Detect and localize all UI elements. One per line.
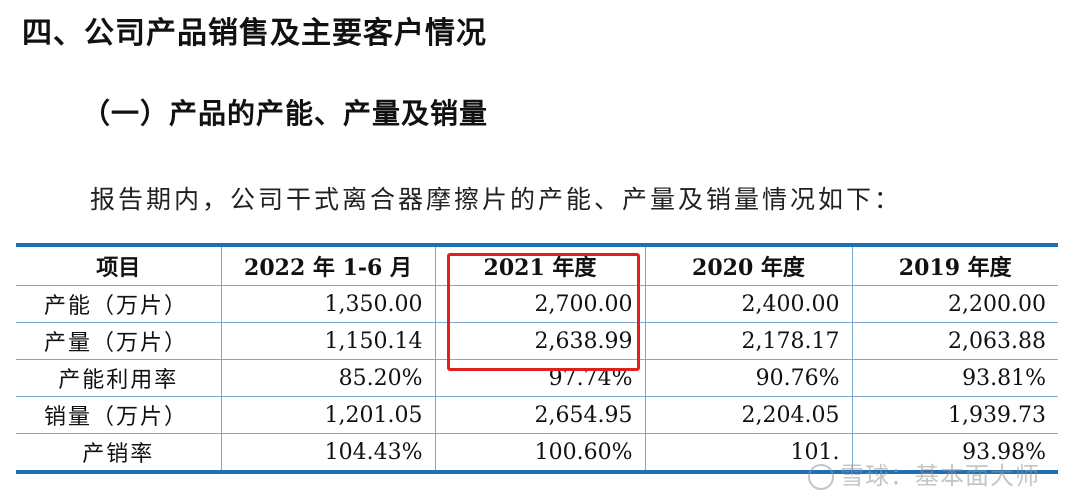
header-2022h1: 2022 年 1-6 月	[220, 247, 436, 286]
header-2019: 2019 年度	[851, 247, 1058, 286]
watermark: 雪球：基本面大师	[808, 456, 1040, 491]
table-cell: 90.76%	[644, 359, 853, 397]
section-heading: 四、公司产品销售及主要客户情况	[22, 16, 487, 51]
table-cell: 1,939.73	[851, 396, 1058, 434]
table-cell: 2,063.88	[851, 322, 1058, 360]
xueqiu-logo-icon	[808, 464, 834, 490]
table-cell: 97.74%	[434, 359, 646, 397]
row-label: 产能（万片）	[16, 285, 222, 323]
table-header-row: 项目 2022 年 1-6 月 2021 年度 2020 年度 2019 年度	[16, 247, 1058, 286]
table-cell: 1,150.14	[220, 322, 436, 360]
table-cell: 2,400.00	[644, 285, 853, 323]
table-cell: 93.98%	[851, 433, 1058, 470]
watermark-text: 雪球：基本面大师	[840, 462, 1040, 490]
table-cell: 2,178.17	[644, 322, 853, 360]
table-cell: 1,201.05	[220, 396, 436, 434]
table-cell: 104.43%	[220, 433, 436, 470]
table-row: 产销率 104.43% 100.60% 101. 93.98%	[16, 433, 1058, 470]
table-row: 产能利用率 85.20% 97.74% 90.76% 93.81%	[16, 359, 1058, 397]
highlight-box-2021	[447, 253, 640, 371]
table-cell: 2,654.95	[434, 396, 646, 434]
table-cell: 93.81%	[851, 359, 1058, 397]
table-cell: 85.20%	[220, 359, 436, 397]
row-label: 产量（万片）	[16, 322, 222, 360]
subsection-heading: （一）产品的产能、产量及销量	[82, 97, 489, 130]
table-cell: 2,700.00	[434, 285, 646, 323]
table-cell: 2,204.05	[644, 396, 853, 434]
table-cell: 100.60%	[434, 433, 646, 470]
capacity-table: 项目 2022 年 1-6 月 2021 年度 2020 年度 2019 年度 …	[16, 247, 1058, 470]
row-label: 产能利用率	[16, 359, 222, 397]
table-top-rule	[16, 243, 1058, 247]
table-bottom-rule	[16, 470, 1058, 474]
header-item: 项目	[16, 247, 222, 286]
table-cell: 2,200.00	[851, 285, 1058, 323]
table-cell: 101.	[644, 433, 853, 470]
intro-paragraph: 报告期内，公司干式离合器摩擦片的产能、产量及销量情况如下：	[90, 185, 903, 214]
table-cell: 2,638.99	[434, 322, 646, 360]
table-row: 销量（万片） 1,201.05 2,654.95 2,204.05 1,939.…	[16, 396, 1058, 434]
table-row: 产量（万片） 1,150.14 2,638.99 2,178.17 2,063.…	[16, 322, 1058, 360]
row-label: 产销率	[16, 433, 222, 470]
table-cell: 1,350.00	[220, 285, 436, 323]
header-2020: 2020 年度	[644, 247, 853, 286]
row-label: 销量（万片）	[16, 396, 222, 434]
table-row: 产能（万片） 1,350.00 2,700.00 2,400.00 2,200.…	[16, 285, 1058, 323]
capacity-table-container: 项目 2022 年 1-6 月 2021 年度 2020 年度 2019 年度 …	[16, 243, 1058, 474]
